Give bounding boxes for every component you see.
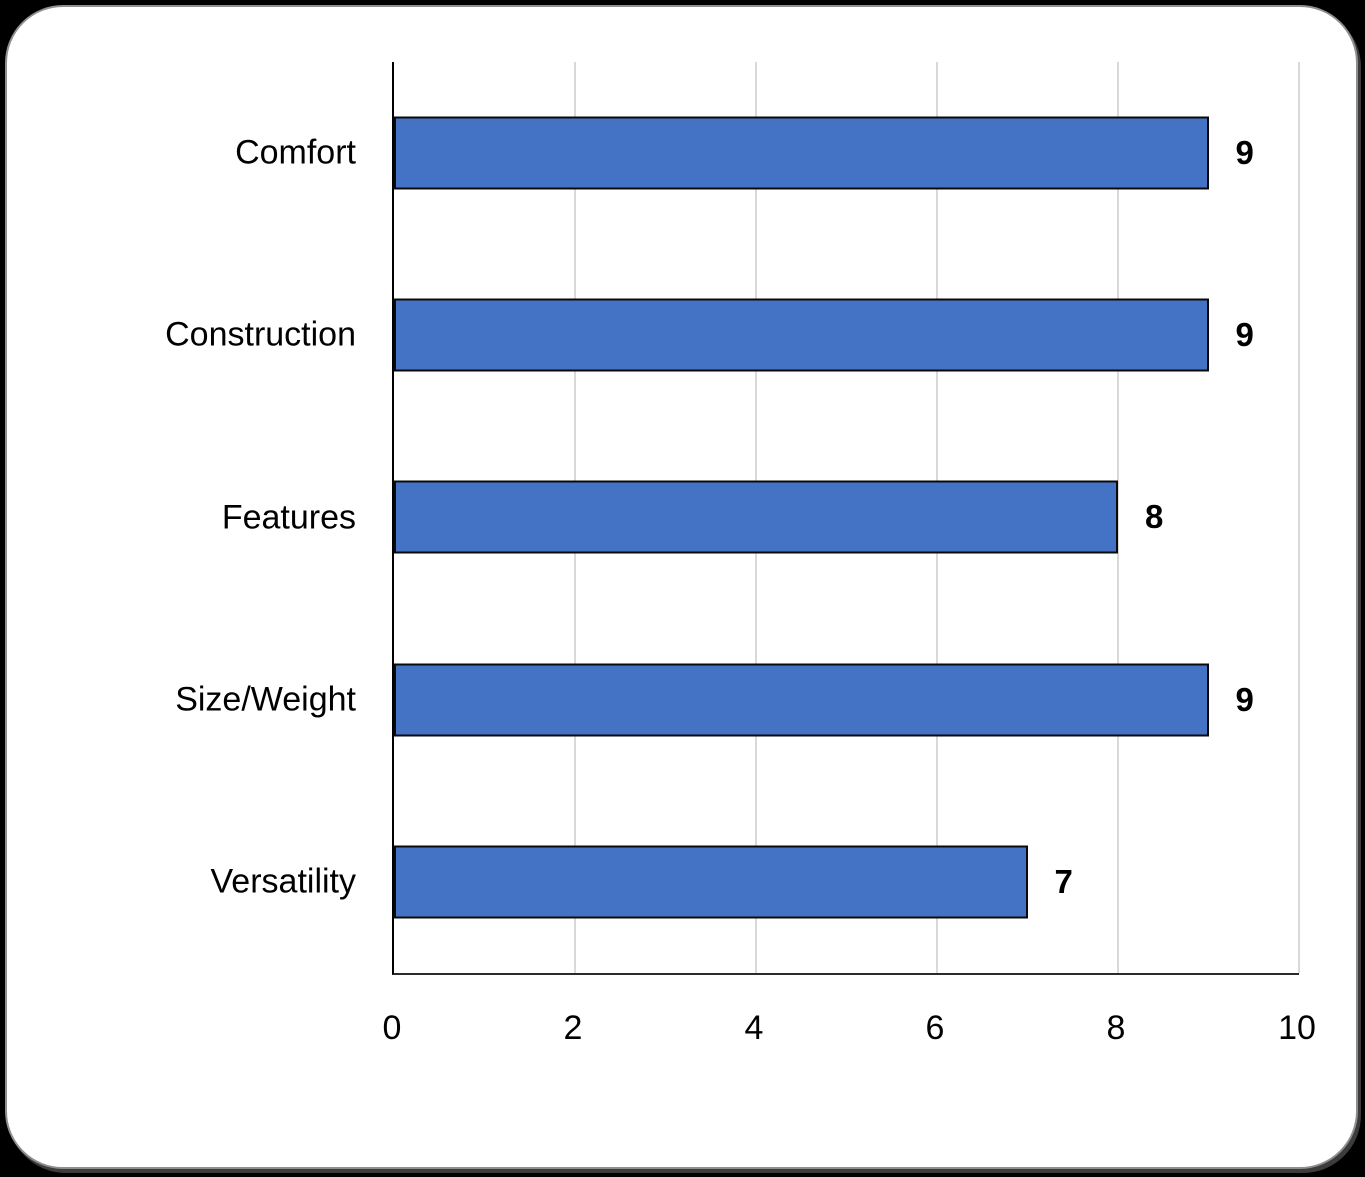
category-label-features: Features (221, 497, 356, 536)
data-label: 9 (1235, 680, 1254, 718)
bar-comfort (394, 116, 1209, 190)
bar-band-2: 8 (394, 426, 1299, 608)
data-label: 7 (1054, 862, 1073, 900)
x-tick-label: 2 (563, 1009, 583, 1047)
bar-construction (394, 298, 1209, 372)
data-label: 9 (1235, 133, 1254, 171)
bar-size-weight (394, 663, 1209, 737)
chart-card: Comfort Construction Features Size/Weight Ve… (5, 5, 1358, 1169)
x-tick-label: 4 (744, 1009, 764, 1047)
category-label-construction: Construction (165, 315, 356, 354)
category-axis-labels: Comfort Construction Features Size/Weight Ve… (7, 62, 356, 973)
data-label: 8 (1145, 498, 1164, 536)
category-label-size-weight: Size/Weight (175, 679, 356, 718)
x-tick-label: 8 (1106, 1009, 1126, 1047)
bar-chart-plot-area: 9 9 8 9 7 (392, 62, 1300, 975)
bar-versatility (394, 845, 1028, 919)
bar-features (394, 480, 1118, 554)
data-label: 9 (1235, 316, 1254, 354)
bar-band-3: 9 (394, 609, 1299, 791)
gridline-x-8 (1117, 62, 1119, 973)
bar-band-0: 9 (394, 62, 1299, 244)
bar-band-4: 7 (394, 791, 1299, 973)
gridline-x-10 (1298, 62, 1300, 973)
category-label-comfort: Comfort (235, 133, 356, 172)
x-tick-label: 0 (382, 1009, 402, 1047)
x-tick-label: 10 (1278, 1009, 1316, 1047)
value-axis-tick-labels: 0 2 4 6 8 10 (383, 1005, 1316, 1055)
bar-band-1: 9 (394, 244, 1299, 426)
x-tick-label: 6 (925, 1009, 945, 1047)
category-label-versatility: Versatility (210, 862, 357, 901)
